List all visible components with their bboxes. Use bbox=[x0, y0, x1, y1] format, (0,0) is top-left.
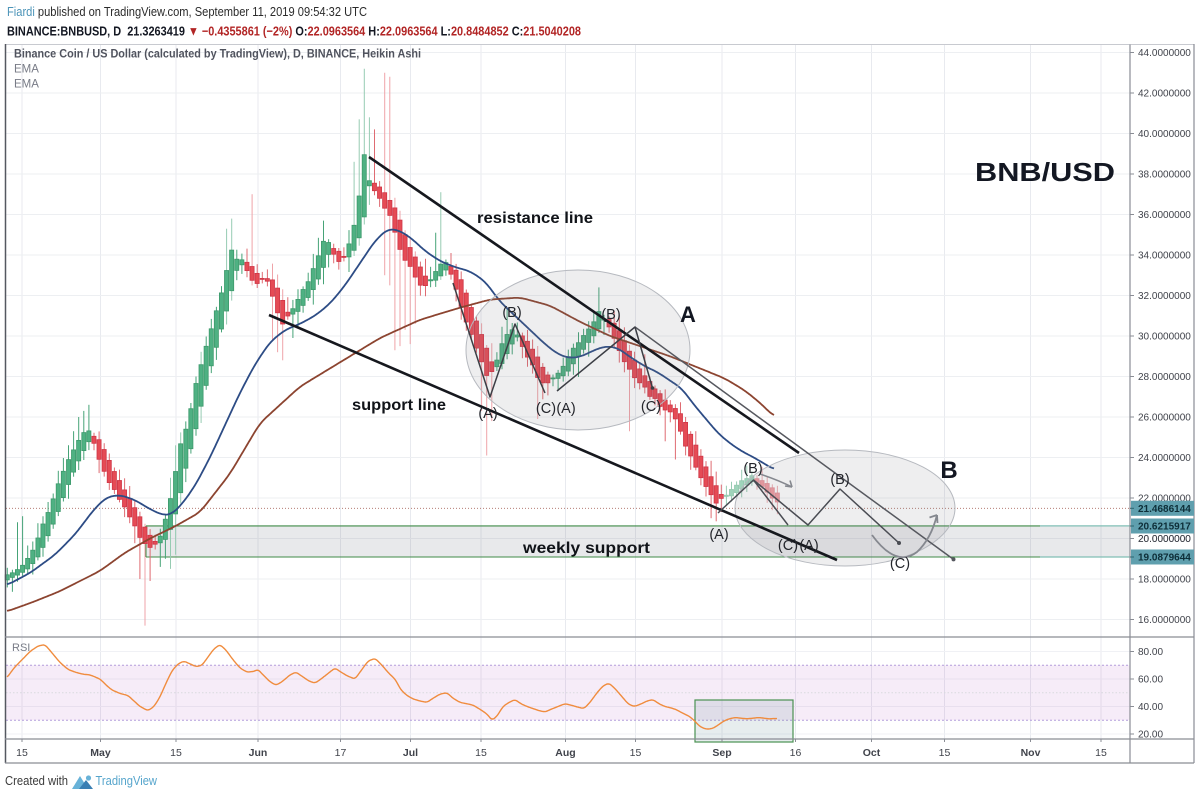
svg-text:15: 15 bbox=[939, 747, 951, 759]
svg-text:36.0000000: 36.0000000 bbox=[1138, 210, 1191, 221]
svg-text:Created with: Created with bbox=[5, 773, 68, 788]
svg-text:20.6215917: 20.6215917 bbox=[1138, 522, 1191, 533]
svg-text:17: 17 bbox=[335, 747, 347, 759]
svg-text:21.4686144: 21.4686144 bbox=[1138, 504, 1191, 515]
svg-text:resistance line: resistance line bbox=[477, 210, 593, 227]
svg-text:Nov: Nov bbox=[1021, 747, 1041, 759]
svg-text:40.00: 40.00 bbox=[1138, 702, 1163, 713]
svg-text:34.0000000: 34.0000000 bbox=[1138, 251, 1191, 262]
svg-text:Binance Coin / US Dollar (calc: Binance Coin / US Dollar (calculated by … bbox=[14, 49, 421, 61]
svg-text:44.0000000: 44.0000000 bbox=[1138, 48, 1191, 59]
svg-text:May: May bbox=[90, 747, 111, 759]
svg-text:16: 16 bbox=[790, 747, 802, 759]
svg-text:BNB/USD: BNB/USD bbox=[975, 157, 1115, 187]
svg-text:60.00: 60.00 bbox=[1138, 675, 1163, 686]
svg-text:20.00: 20.00 bbox=[1138, 730, 1163, 741]
svg-text:Jul: Jul bbox=[403, 747, 418, 759]
svg-text:(A): (A) bbox=[556, 401, 575, 417]
svg-text:Jun: Jun bbox=[249, 747, 268, 759]
svg-text:19.0879644: 19.0879644 bbox=[1138, 553, 1191, 564]
svg-text:30.0000000: 30.0000000 bbox=[1138, 332, 1191, 343]
svg-text:22.0000000: 22.0000000 bbox=[1138, 494, 1191, 505]
svg-text:15: 15 bbox=[16, 747, 28, 759]
svg-text:(C): (C) bbox=[890, 556, 910, 572]
svg-text:15: 15 bbox=[630, 747, 642, 759]
svg-text:support line: support line bbox=[352, 397, 446, 414]
svg-text:(B): (B) bbox=[601, 307, 620, 323]
svg-text:EMA: EMA bbox=[14, 64, 39, 76]
svg-text:18.0000000: 18.0000000 bbox=[1138, 575, 1191, 586]
svg-text:A: A bbox=[680, 302, 696, 327]
svg-text:20.0000000: 20.0000000 bbox=[1138, 534, 1191, 545]
svg-text:TradingView: TradingView bbox=[96, 773, 158, 788]
svg-text:40.0000000: 40.0000000 bbox=[1138, 129, 1191, 140]
svg-text:RSI: RSI bbox=[12, 642, 30, 654]
svg-text:B: B bbox=[940, 457, 957, 484]
svg-text:(C): (C) bbox=[536, 401, 556, 417]
svg-text:16.0000000: 16.0000000 bbox=[1138, 615, 1191, 626]
svg-text:(B): (B) bbox=[502, 305, 521, 321]
svg-text:38.0000000: 38.0000000 bbox=[1138, 170, 1191, 181]
svg-text:28.0000000: 28.0000000 bbox=[1138, 372, 1191, 383]
svg-text:BINANCE:BNBUSD, D 21.3263419: BINANCE:BNBUSD, D 21.3263419 ▼ −0.435586… bbox=[7, 24, 581, 39]
svg-text:15: 15 bbox=[170, 747, 182, 759]
svg-text:32.0000000: 32.0000000 bbox=[1138, 291, 1191, 302]
svg-text:24.0000000: 24.0000000 bbox=[1138, 453, 1191, 464]
svg-text:Fiardi published on TradingVie: Fiardi published on TradingView.com, Sep… bbox=[7, 4, 367, 19]
svg-text:(C): (C) bbox=[778, 538, 798, 554]
svg-text:(B): (B) bbox=[743, 461, 762, 477]
svg-text:Oct: Oct bbox=[863, 747, 881, 759]
svg-text:(A): (A) bbox=[709, 527, 728, 543]
svg-text:15: 15 bbox=[1095, 747, 1107, 759]
svg-text:weekly support: weekly support bbox=[522, 540, 650, 557]
svg-text:Aug: Aug bbox=[555, 747, 575, 759]
svg-text:Sep: Sep bbox=[712, 747, 731, 759]
svg-text:(B): (B) bbox=[830, 472, 849, 488]
svg-text:(C): (C) bbox=[641, 399, 661, 415]
svg-text:(A): (A) bbox=[478, 406, 497, 422]
svg-text:(A): (A) bbox=[799, 538, 818, 554]
svg-text:15: 15 bbox=[475, 747, 487, 759]
svg-text:42.0000000: 42.0000000 bbox=[1138, 89, 1191, 100]
svg-text:26.0000000: 26.0000000 bbox=[1138, 413, 1191, 424]
svg-text:20.0000000: 20.0000000 bbox=[1138, 534, 1191, 545]
svg-text:80.00: 80.00 bbox=[1138, 647, 1163, 658]
svg-text:EMA: EMA bbox=[14, 79, 39, 91]
